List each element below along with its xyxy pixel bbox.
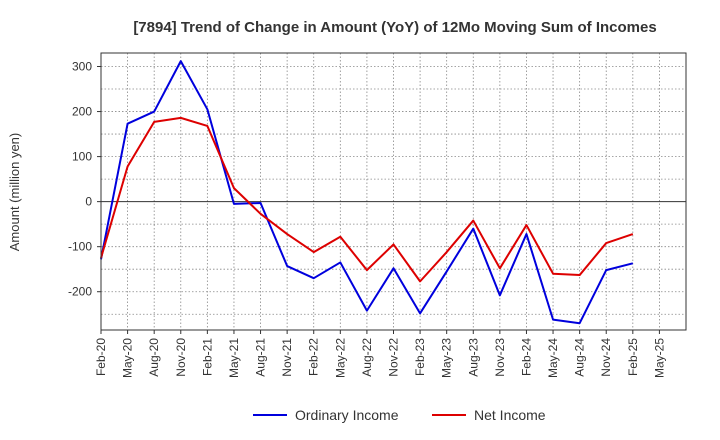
legend-label-net-income: Net Income (474, 407, 546, 423)
net-income-line (100, 116, 634, 283)
ordinary-income-line (100, 60, 634, 325)
x-tick-label: Feb-24 (519, 338, 533, 376)
x-tick-label: Aug-24 (573, 338, 587, 377)
y-tick-label: -100 (68, 240, 92, 254)
x-tick-label: Aug-21 (254, 338, 268, 377)
x-tick-label: Aug-20 (147, 338, 161, 377)
series-lines (100, 60, 634, 325)
y-tick-label: 100 (72, 150, 92, 164)
x-tick-label: Feb-22 (307, 338, 321, 376)
x-tick-label: Nov-23 (493, 338, 507, 377)
x-tick-label: May-25 (652, 338, 666, 378)
y-axis-label: Amount (million yen) (7, 133, 22, 252)
x-tick-label: Nov-21 (280, 338, 294, 377)
x-tick-label: May-21 (227, 338, 241, 378)
y-tick-labels: 300 200 100 0 -100 -200 (68, 60, 101, 299)
x-tick-label: Aug-23 (466, 338, 480, 377)
legend: Ordinary Income Net Income (253, 407, 546, 423)
legend-label-ordinary-income: Ordinary Income (295, 407, 399, 423)
x-tick-labels: Feb-20 May-20 Aug-20 Nov-20 Feb-21 May-21 Aug-… (94, 330, 666, 378)
y-tick-label: 0 (85, 195, 92, 209)
x-tick-label: Nov-22 (387, 338, 401, 377)
x-tick-label: May-20 (121, 338, 135, 378)
y-tick-label: 300 (72, 60, 92, 74)
y-tick-label: 200 (72, 105, 92, 119)
x-tick-label: Feb-23 (413, 338, 427, 376)
x-tick-label: Nov-20 (174, 338, 188, 377)
y-tick-label: -200 (68, 285, 92, 299)
x-tick-label: May-24 (546, 338, 560, 378)
x-tick-label: May-23 (440, 338, 454, 378)
chart-title: [7894] Trend of Change in Amount (YoY) o… (133, 19, 656, 36)
x-tick-label: Feb-21 (200, 338, 214, 376)
x-tick-label: Feb-25 (626, 338, 640, 376)
grid (101, 53, 687, 330)
x-tick-label: Aug-22 (360, 338, 374, 377)
x-tick-label: Nov-24 (599, 338, 613, 377)
x-tick-label: May-22 (333, 338, 347, 378)
x-tick-label: Feb-20 (94, 338, 108, 376)
